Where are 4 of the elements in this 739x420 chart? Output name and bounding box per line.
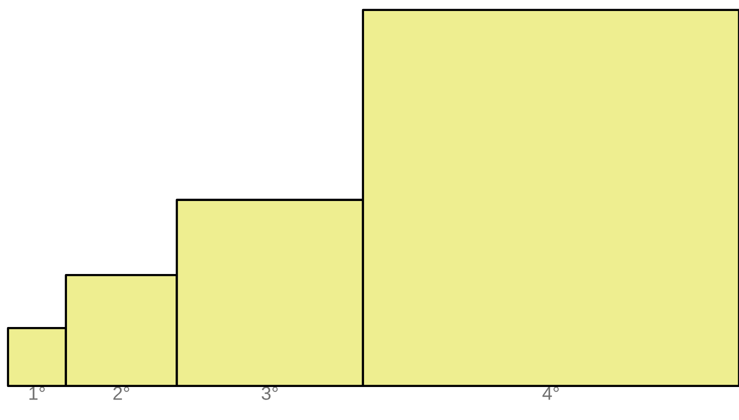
x-tick-label: 3°	[262, 386, 278, 400]
x-tick-label: 4°	[542, 386, 559, 400]
x-tick-label: 2°	[113, 386, 130, 400]
x-tick-label: 1°	[29, 386, 45, 400]
